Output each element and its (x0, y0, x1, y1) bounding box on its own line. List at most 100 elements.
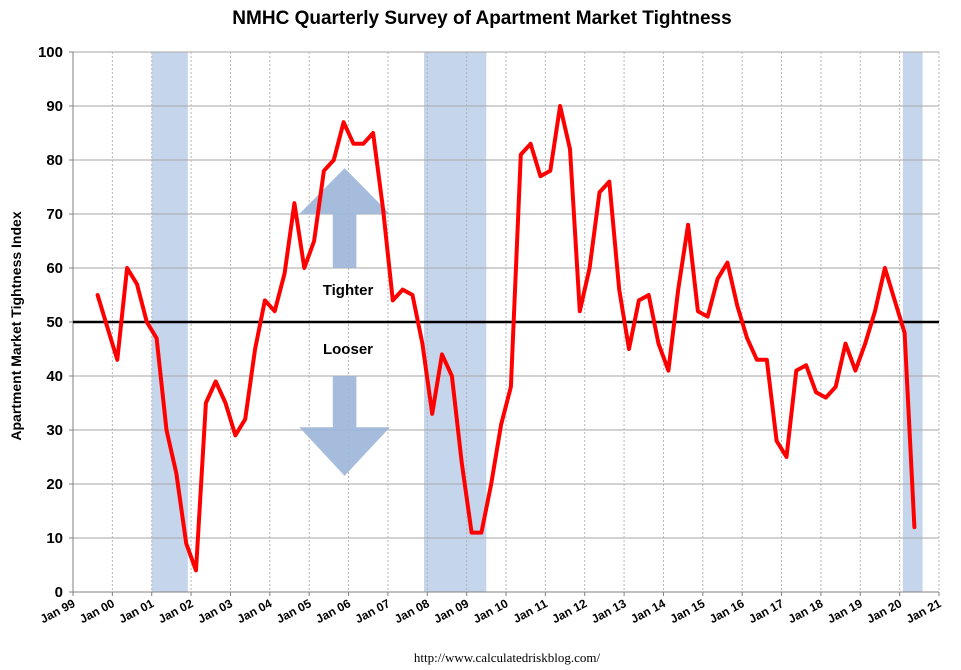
y-tick-label-90: 90 (46, 98, 63, 115)
data-point-53 (617, 288, 621, 291)
x-tick-labels: Jan 99 Jan 00 Jan 01 Jan 02 Jan 03 Jan 04 Jan … (38, 596, 944, 626)
data-point-46 (549, 169, 552, 172)
y-tick-label-0: 0 (55, 584, 63, 601)
y-tick-label-30: 30 (46, 422, 63, 439)
y-tick-labels: 0 10 20 30 40 50 60 70 80 90 100 (38, 44, 63, 601)
data-point-15 (244, 418, 247, 421)
data-point-24 (332, 158, 335, 162)
x-tick-label-9: Jan 08 (392, 596, 432, 626)
data-point-67 (755, 358, 759, 361)
y-tick-label-40: 40 (46, 368, 63, 385)
data-point-62 (706, 315, 709, 318)
x-tick-label-2: Jan 01 (117, 596, 157, 626)
data-point-59 (677, 288, 680, 291)
data-series (95, 104, 917, 573)
data-point-54 (627, 347, 631, 351)
data-point-40 (490, 482, 493, 486)
source-link[interactable]: http://www.calculatedriskblog.com/ (414, 650, 601, 665)
x-tick-label-14: Jan 13 (589, 596, 629, 626)
data-point-6 (155, 337, 158, 340)
data-point-39 (480, 531, 483, 534)
x-tick-label-8: Jan 07 (353, 596, 393, 626)
y-tick-label-70: 70 (46, 206, 63, 223)
x-tick-label-21: Jan 20 (864, 596, 904, 626)
series-line-0 (95, 104, 917, 573)
data-point-45 (539, 175, 542, 178)
data-point-65 (736, 304, 739, 307)
data-point-36 (450, 374, 454, 378)
data-point-29 (381, 207, 385, 210)
data-point-56 (647, 293, 650, 297)
data-point-66 (745, 337, 749, 340)
data-point-73 (814, 391, 818, 394)
chart-title: NMHC Quarterly Survey of Apartment Marke… (232, 8, 731, 29)
data-point-41 (499, 423, 503, 426)
data-point-83 (913, 526, 916, 529)
data-point-20 (293, 202, 296, 205)
data-point-27 (362, 142, 365, 145)
data-point-42 (509, 385, 513, 388)
data-point-72 (804, 364, 808, 367)
x-tick-label-10: Jan 09 (431, 596, 471, 626)
data-point-49 (578, 310, 582, 313)
data-point-57 (657, 342, 660, 345)
data-point-32 (411, 293, 414, 297)
data-point-12 (214, 380, 217, 383)
data-point-22 (312, 239, 316, 243)
data-point-8 (175, 472, 178, 475)
x-tick-label-17: Jan 16 (707, 596, 747, 626)
data-point-18 (273, 310, 276, 313)
x-tick-label-15: Jan 14 (628, 596, 668, 626)
data-point-33 (421, 342, 424, 345)
data-point-0 (96, 293, 99, 297)
data-point-17 (263, 299, 267, 302)
data-point-77 (854, 369, 857, 372)
annotation-looser: Looser (323, 341, 373, 358)
x-tick-label-13: Jan 12 (550, 596, 590, 626)
x-tick-label-4: Jan 03 (195, 596, 235, 626)
data-point-9 (184, 542, 188, 545)
data-point-64 (726, 261, 729, 264)
y-tick-label-60: 60 (46, 260, 63, 277)
data-point-3 (125, 266, 129, 270)
x-tick-label-20: Jan 19 (825, 596, 865, 626)
data-point-55 (637, 299, 641, 302)
data-point-75 (834, 385, 837, 388)
data-point-79 (873, 310, 877, 313)
data-point-81 (893, 299, 896, 302)
data-point-69 (775, 439, 778, 442)
y-tick-label-100: 100 (38, 44, 63, 61)
x-tick-label-18: Jan 17 (746, 596, 786, 626)
data-point-14 (234, 434, 237, 437)
data-point-68 (765, 358, 768, 361)
data-point-13 (224, 401, 227, 405)
data-point-63 (716, 277, 719, 280)
y-axis-label: Apartment Market Tightness Index (8, 211, 24, 440)
data-point-43 (519, 153, 522, 156)
x-tick-label-19: Jan 18 (786, 596, 826, 626)
x-tick-label-16: Jan 15 (668, 596, 708, 626)
data-point-50 (588, 266, 591, 270)
data-point-31 (401, 288, 404, 291)
data-point-70 (785, 455, 788, 459)
x-tick-label-6: Jan 05 (274, 596, 314, 626)
data-point-52 (608, 180, 611, 183)
data-point-19 (283, 272, 286, 275)
data-point-4 (135, 283, 139, 286)
data-point-44 (529, 142, 532, 145)
x-tick-label-12: Jan 11 (511, 596, 550, 626)
data-point-1 (106, 326, 109, 329)
data-point-61 (696, 310, 700, 313)
data-point-30 (391, 299, 395, 302)
x-tick-label-7: Jan 06 (313, 596, 353, 626)
y-tick-label-80: 80 (46, 152, 63, 169)
x-tick-label-1: Jan 00 (77, 596, 117, 626)
x-tick-label-11: Jan 10 (471, 596, 511, 626)
data-point-23 (322, 169, 326, 172)
y-tick-label-10: 10 (46, 530, 63, 547)
data-point-35 (440, 353, 444, 356)
data-point-7 (165, 428, 168, 432)
data-point-2 (116, 358, 119, 361)
tighter-arrow (299, 168, 390, 268)
data-point-78 (863, 342, 867, 345)
